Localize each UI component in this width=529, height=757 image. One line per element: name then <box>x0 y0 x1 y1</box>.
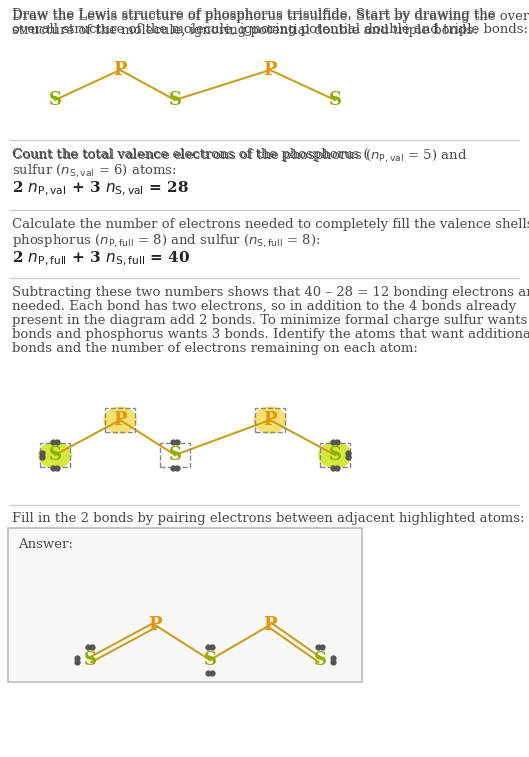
Text: sulfur ($n_{\mathrm{S,val}}$ = 6) atoms:: sulfur ($n_{\mathrm{S,val}}$ = 6) atoms: <box>12 163 177 180</box>
Text: Count the total valence electrons of the phosphorus (: Count the total valence electrons of the… <box>12 148 369 161</box>
Text: P: P <box>263 61 277 79</box>
Text: phosphorus ($n_{\mathrm{P,full}}$ = 8) and sulfur ($n_{\mathrm{S,full}}$ = 8):: phosphorus ($n_{\mathrm{P,full}}$ = 8) a… <box>12 233 321 251</box>
Text: 2 $n_{\mathrm{P,val}}$ + 3 $n_{\mathrm{S,val}}$ = 28: 2 $n_{\mathrm{P,val}}$ + 3 $n_{\mathrm{S… <box>12 180 189 198</box>
Text: P: P <box>263 411 277 429</box>
Text: 2 $n_{\mathrm{P,full}}$ + 3 $n_{\mathrm{S,full}}$ = 40: 2 $n_{\mathrm{P,full}}$ + 3 $n_{\mathrm{… <box>12 250 190 268</box>
Text: Subtracting these two numbers shows that 40 – 28 = 12 bonding electrons are: Subtracting these two numbers shows that… <box>12 286 529 299</box>
Text: Calculate the number of electrons needed to completely fill the valence shells f: Calculate the number of electrons needed… <box>12 218 529 231</box>
FancyBboxPatch shape <box>8 528 362 682</box>
Text: Draw the Lewis structure of phosphorus trisulfide. Start by drawing the overall: Draw the Lewis structure of phosphorus t… <box>12 10 529 23</box>
Ellipse shape <box>39 442 71 468</box>
Text: Draw the Lewis structure of phosphorus trisulfide. Start by drawing the overall : Draw the Lewis structure of phosphorus t… <box>12 8 528 36</box>
Text: S: S <box>169 446 181 464</box>
Text: Count the total valence electrons of the phosphorus ($n_{\mathrm{P,val}}$ = 5) a: Count the total valence electrons of the… <box>12 148 467 165</box>
Text: S: S <box>49 446 61 464</box>
Text: S: S <box>204 651 216 669</box>
Text: Answer:: Answer: <box>18 538 73 551</box>
Text: P: P <box>113 411 127 429</box>
Ellipse shape <box>319 442 351 468</box>
Text: P: P <box>263 616 277 634</box>
Text: S: S <box>314 651 326 669</box>
Ellipse shape <box>254 407 286 433</box>
Text: structure of the molecule, ignoring potential double and triple bonds:: structure of the molecule, ignoring pote… <box>12 24 478 37</box>
Text: P: P <box>113 61 127 79</box>
Text: bonds and the number of electrons remaining on each atom:: bonds and the number of electrons remain… <box>12 342 418 355</box>
Text: S: S <box>169 91 181 109</box>
Ellipse shape <box>104 407 136 433</box>
Text: needed. Each bond has two electrons, so in addition to the 4 bonds already: needed. Each bond has two electrons, so … <box>12 300 516 313</box>
Text: P: P <box>148 616 162 634</box>
Text: Fill in the 2 bonds by pairing electrons between adjacent highlighted atoms:: Fill in the 2 bonds by pairing electrons… <box>12 512 524 525</box>
Text: S: S <box>329 91 342 109</box>
Text: bonds and phosphorus wants 3 bonds. Identify the atoms that want additional: bonds and phosphorus wants 3 bonds. Iden… <box>12 328 529 341</box>
Text: S: S <box>84 651 96 669</box>
Text: S: S <box>49 91 61 109</box>
Text: present in the diagram add 2 bonds. To minimize formal charge sulfur wants 2: present in the diagram add 2 bonds. To m… <box>12 314 529 327</box>
Text: S: S <box>329 446 342 464</box>
